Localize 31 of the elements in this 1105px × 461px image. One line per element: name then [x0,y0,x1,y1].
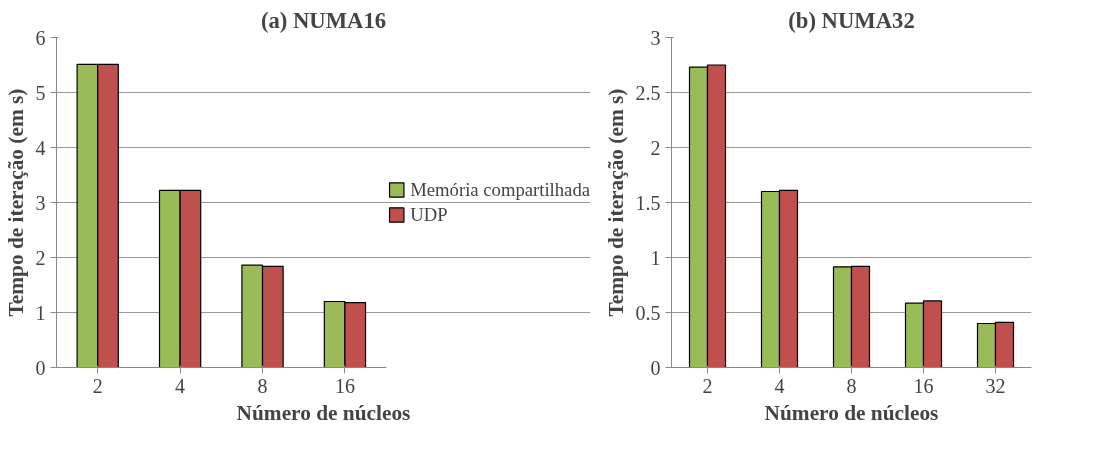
x-tick-label: 4 [175,374,186,397]
y-tick-label: 6 [35,26,46,49]
y-tick-label: 1.5 [635,191,661,214]
legend-label: UDP [410,203,448,226]
y-tick-label: 2 [650,136,661,159]
legend-label: Memória compartilhada [410,178,590,201]
x-tick-label: 16 [334,374,355,397]
chart-title: (a) NUMA16 [260,7,387,33]
y-tick-label: 1 [650,246,661,269]
y-tick-label: 0.5 [635,301,661,324]
y-tick-label: 2 [35,246,46,269]
x-tick-label: 2 [92,374,103,397]
y-tick-label: 0 [650,356,661,379]
y-axis-title: Tempo de iteração (em s) [3,88,28,317]
y-axis-title: Tempo de iteração (em s) [603,88,628,317]
x-tick-label: 32 [985,374,1006,397]
y-tick-label: 3 [650,26,661,49]
y-tick-label: 4 [35,136,46,159]
x-tick-label: 8 [257,374,268,397]
y-tick-label: 2.5 [635,81,661,104]
x-tick-label: 8 [846,374,857,397]
x-axis-title: Número de núcleos [236,400,411,425]
x-tick-label: 2 [702,374,713,397]
chart-title: (b) NUMA32 [788,7,915,33]
y-tick-label: 5 [35,81,46,104]
x-tick-label: 16 [913,374,934,397]
y-tick-label: 0 [35,356,46,379]
x-tick-label: 4 [774,374,785,397]
x-axis-title: Número de núcleos [764,400,939,425]
y-tick-label: 1 [35,301,46,324]
y-tick-label: 3 [35,191,46,214]
